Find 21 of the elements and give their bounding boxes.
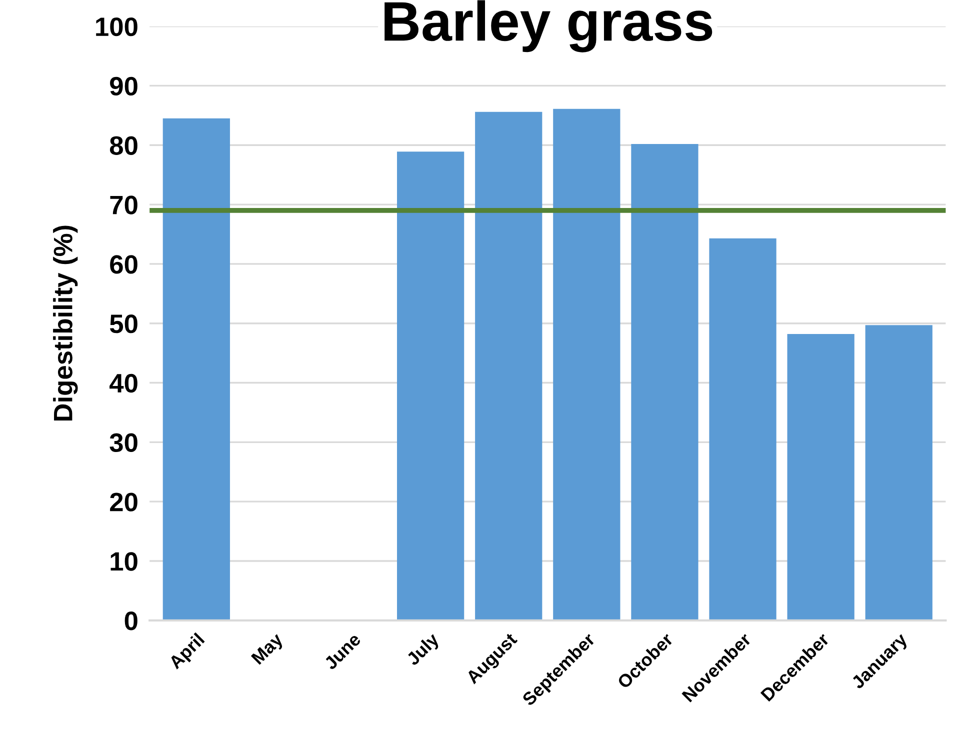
bar bbox=[397, 152, 464, 620]
y-axis-title: Digestibility (%) bbox=[53, 226, 78, 421]
y-tick-label: 90 bbox=[110, 76, 138, 96]
y-tick-label: 40 bbox=[110, 374, 138, 393]
bar bbox=[709, 238, 776, 620]
bar bbox=[865, 325, 932, 620]
y-tick-label: 60 bbox=[110, 255, 138, 274]
y-tick-label: 100 bbox=[96, 17, 138, 36]
bar bbox=[475, 112, 542, 620]
y-tick-label: 70 bbox=[110, 196, 138, 214]
y-tick-label: 10 bbox=[110, 552, 138, 571]
y-tick-label: 50 bbox=[110, 314, 138, 334]
bar bbox=[553, 108, 620, 620]
y-tick-label: 30 bbox=[110, 433, 138, 452]
bar bbox=[631, 144, 698, 620]
y-tick-label: 20 bbox=[110, 492, 138, 512]
chart-title: Barley grass bbox=[384, 0, 712, 52]
bar bbox=[162, 118, 230, 620]
y-tick-label: 0 bbox=[124, 612, 138, 630]
y-tick-label: 80 bbox=[110, 136, 138, 155]
bar bbox=[787, 334, 854, 620]
